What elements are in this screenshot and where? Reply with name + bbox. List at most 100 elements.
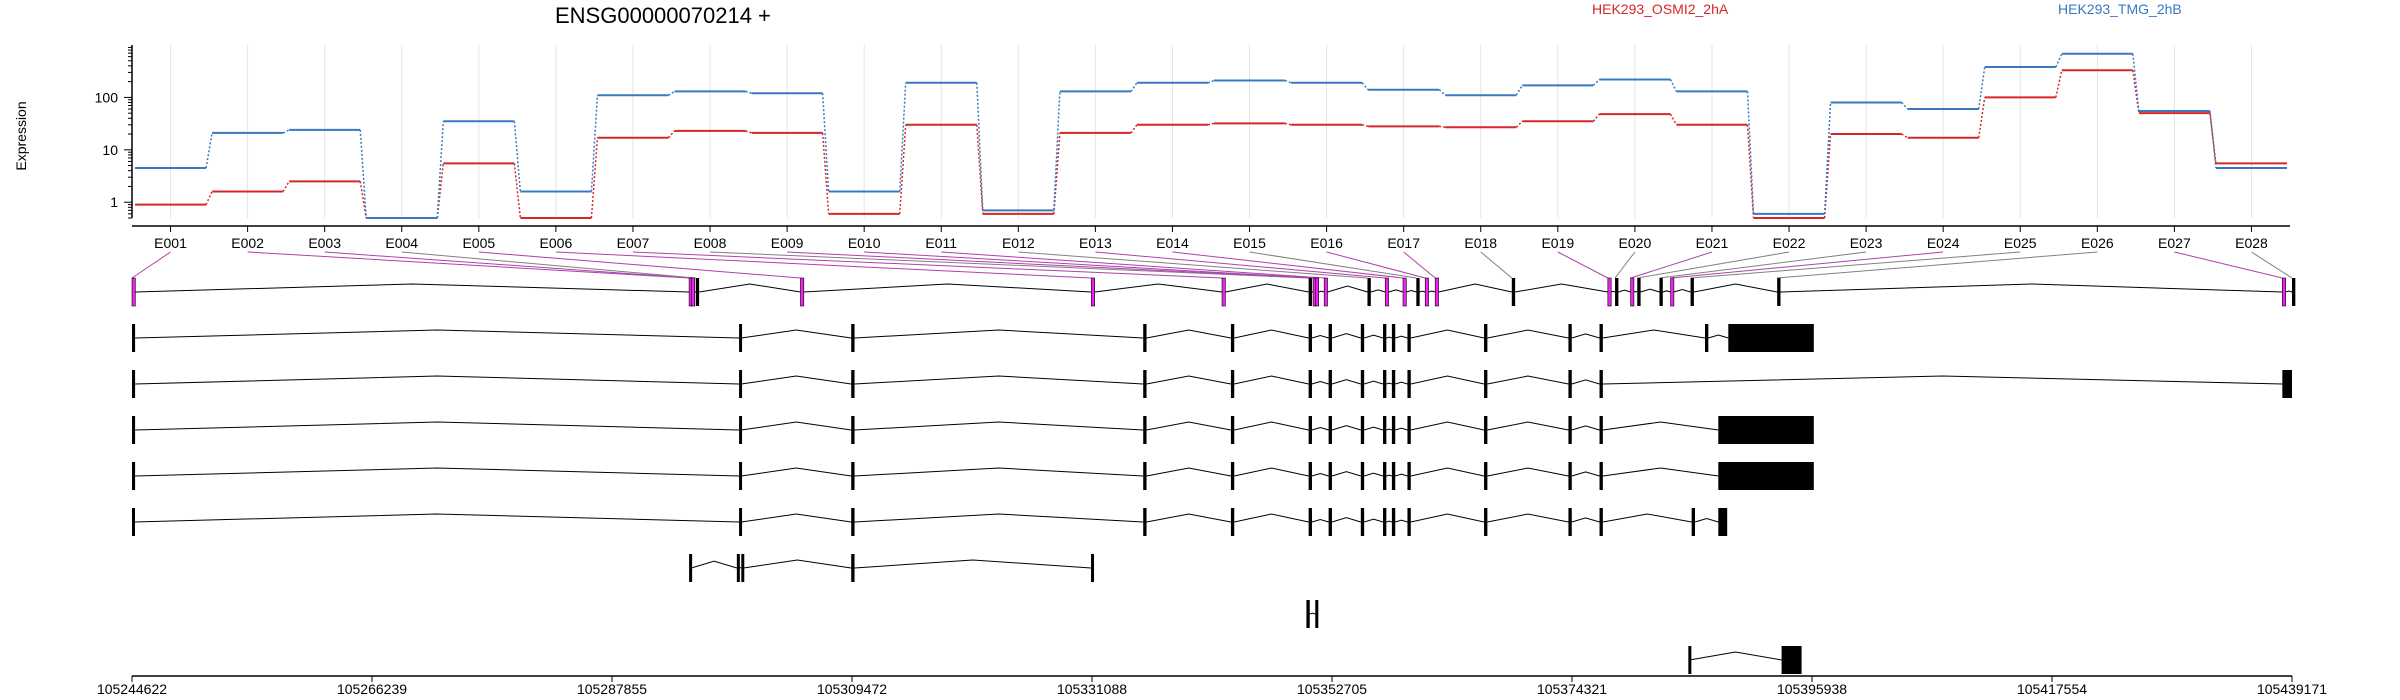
intron-line	[1146, 467, 1232, 477]
intron-line	[1234, 513, 1309, 523]
intron-line	[1363, 472, 1384, 477]
exon-block	[1328, 324, 1332, 352]
series-transition	[1053, 132, 1061, 214]
series-transition	[1361, 124, 1369, 128]
intron-line	[1602, 421, 1719, 431]
exon-block	[1434, 277, 1439, 307]
exon-block	[1315, 600, 1319, 628]
series-transition	[1130, 82, 1138, 92]
exon-block	[800, 277, 805, 307]
transcript-8	[1688, 646, 1802, 674]
x-tick-label-e028: E028	[2235, 235, 2268, 251]
exon-block	[1391, 370, 1396, 398]
intron-line	[1331, 379, 1361, 385]
exon-block	[1384, 277, 1389, 307]
intron-line	[135, 329, 740, 339]
intron-line	[1234, 329, 1309, 339]
exon-block	[1230, 462, 1235, 490]
intron-line	[1363, 426, 1384, 431]
exon-block	[1308, 462, 1312, 490]
x-tick-label-e021: E021	[1696, 235, 1729, 251]
intron-line	[1318, 290, 1325, 293]
series-transition	[1053, 91, 1061, 211]
exon-block	[1360, 462, 1365, 490]
intron-line	[1386, 336, 1393, 339]
exon-block	[132, 416, 136, 444]
exon-block	[2282, 370, 2292, 398]
chart-title: ENSG00000070214 +	[555, 3, 771, 28]
connector-e022	[1637, 251, 1790, 279]
intron-line	[1487, 513, 1569, 523]
series-transition	[745, 90, 752, 94]
connector-e018	[1480, 251, 1513, 279]
exon-block	[1670, 277, 1675, 307]
exon-model-track	[131, 277, 2296, 307]
exon-block	[691, 277, 695, 307]
intron-line	[803, 283, 1092, 293]
x-tick-label-e024: E024	[1927, 235, 1960, 251]
intron-line	[1662, 290, 1671, 293]
series-transition	[667, 130, 676, 139]
exon-block	[1367, 278, 1371, 306]
exon-block	[695, 278, 700, 306]
intron-line	[1395, 381, 1408, 385]
intron-line	[741, 329, 852, 339]
exon-block	[1383, 324, 1387, 352]
connector-e023	[1659, 251, 1867, 279]
grid-lines	[170, 45, 2252, 218]
exon-block	[1607, 277, 1612, 307]
exon-block	[1484, 324, 1488, 352]
intron-line	[1708, 334, 1729, 339]
intron-line	[1146, 375, 1232, 385]
intron-line	[1363, 518, 1384, 523]
x-tick-label-e010: E010	[848, 235, 881, 251]
series-transition	[1438, 89, 1446, 96]
exon-block	[689, 554, 693, 582]
x-tick-label-e015: E015	[1233, 235, 1266, 251]
coordinate-label: 105352705	[1297, 681, 1367, 697]
x-tick-label-e016: E016	[1310, 235, 1343, 251]
exon-block	[1391, 508, 1396, 536]
intron-line	[1331, 517, 1361, 523]
exon-block	[1568, 416, 1572, 444]
intron-line	[1234, 375, 1309, 385]
connector-e001	[131, 251, 171, 279]
series-transition	[359, 129, 367, 219]
exon-block	[1328, 370, 1332, 398]
intron-line	[1487, 467, 1569, 477]
exon-block	[851, 554, 855, 582]
exon-block	[1143, 370, 1147, 398]
intron-line	[1571, 379, 1600, 385]
series-transition	[976, 124, 984, 214]
exon-block	[1143, 324, 1147, 352]
exon-block	[1383, 508, 1387, 536]
exon-block	[1328, 416, 1332, 444]
intron-line	[1410, 329, 1485, 339]
series-transition	[282, 180, 290, 192]
exon-block	[1306, 600, 1310, 628]
intron-line	[1693, 283, 1778, 293]
exon-block	[1599, 324, 1603, 352]
exon-block	[739, 462, 743, 490]
exon-block	[1383, 416, 1387, 444]
x-tick-label-e020: E020	[1619, 235, 1652, 251]
exon-block	[131, 277, 136, 307]
connector-e025	[1690, 251, 2021, 279]
x-tick-label-e008: E008	[694, 235, 727, 251]
connector-e010	[864, 251, 1316, 279]
y-tick-label: 1	[110, 194, 118, 210]
series-transition	[2209, 113, 2217, 164]
genomic-coordinate-axis: 105244622 105266239 105287855 105309472 1053…	[97, 675, 2327, 697]
exon-block	[1484, 416, 1488, 444]
series-transition	[282, 129, 290, 134]
exon-block	[1391, 324, 1396, 352]
transcript-6	[689, 554, 1095, 582]
exon-block	[1383, 370, 1387, 398]
connector-e012	[1018, 251, 1368, 279]
exon-block	[851, 370, 855, 398]
exon-block	[1391, 462, 1396, 490]
series-transition	[1284, 122, 1292, 126]
exon-block	[1599, 416, 1603, 444]
exon-block	[1230, 508, 1235, 536]
exon-block	[1484, 370, 1488, 398]
